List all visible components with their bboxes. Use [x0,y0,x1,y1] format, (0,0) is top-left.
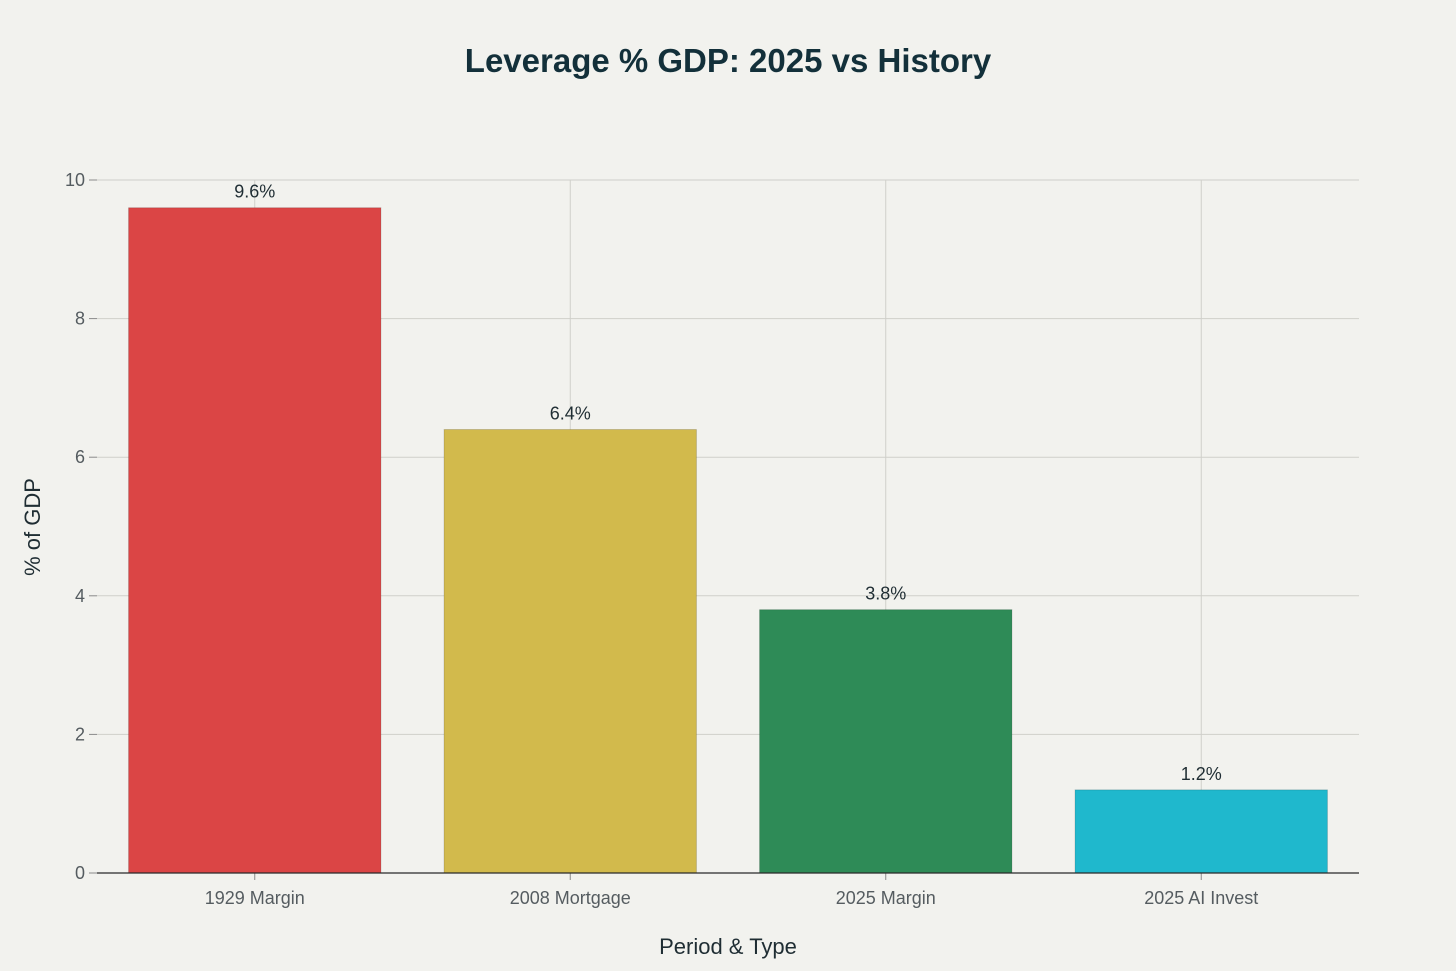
y-tick-label: 10 [65,170,85,190]
y-tick-label: 8 [75,309,85,329]
bar-1929-margin [128,207,382,874]
bar-2025-ai-invest [1074,789,1328,874]
y-tick-label: 4 [75,586,85,606]
y-tick-label: 0 [75,863,85,883]
y-tick-label: 6 [75,447,85,467]
bar-2025-margin [759,609,1013,874]
data-labels: 9.6% 6.4% 3.8% 1.2% [234,182,1222,784]
data-label: 3.8% [865,584,906,604]
bars [128,207,1328,874]
chart-title: Leverage % GDP: 2025 vs History [465,42,992,79]
bar-2008-mortgage [443,428,697,874]
x-tick-label: 2008 Mortgage [510,888,631,908]
data-label: 6.4% [550,403,591,423]
x-tick-label: 2025 Margin [836,888,936,908]
axes: 0 2 4 6 8 10 1929 Margin 2008 Mortgage 2025 Marg… [65,170,1359,908]
y-axis-title: % of GDP [20,478,45,576]
x-tick-label: 2025 AI Invest [1144,888,1258,908]
data-label: 1.2% [1181,764,1222,784]
data-label: 9.6% [234,182,275,202]
x-tick-label: 1929 Margin [205,888,305,908]
x-axis-title: Period & Type [659,934,797,959]
y-tick-label: 2 [75,724,85,744]
